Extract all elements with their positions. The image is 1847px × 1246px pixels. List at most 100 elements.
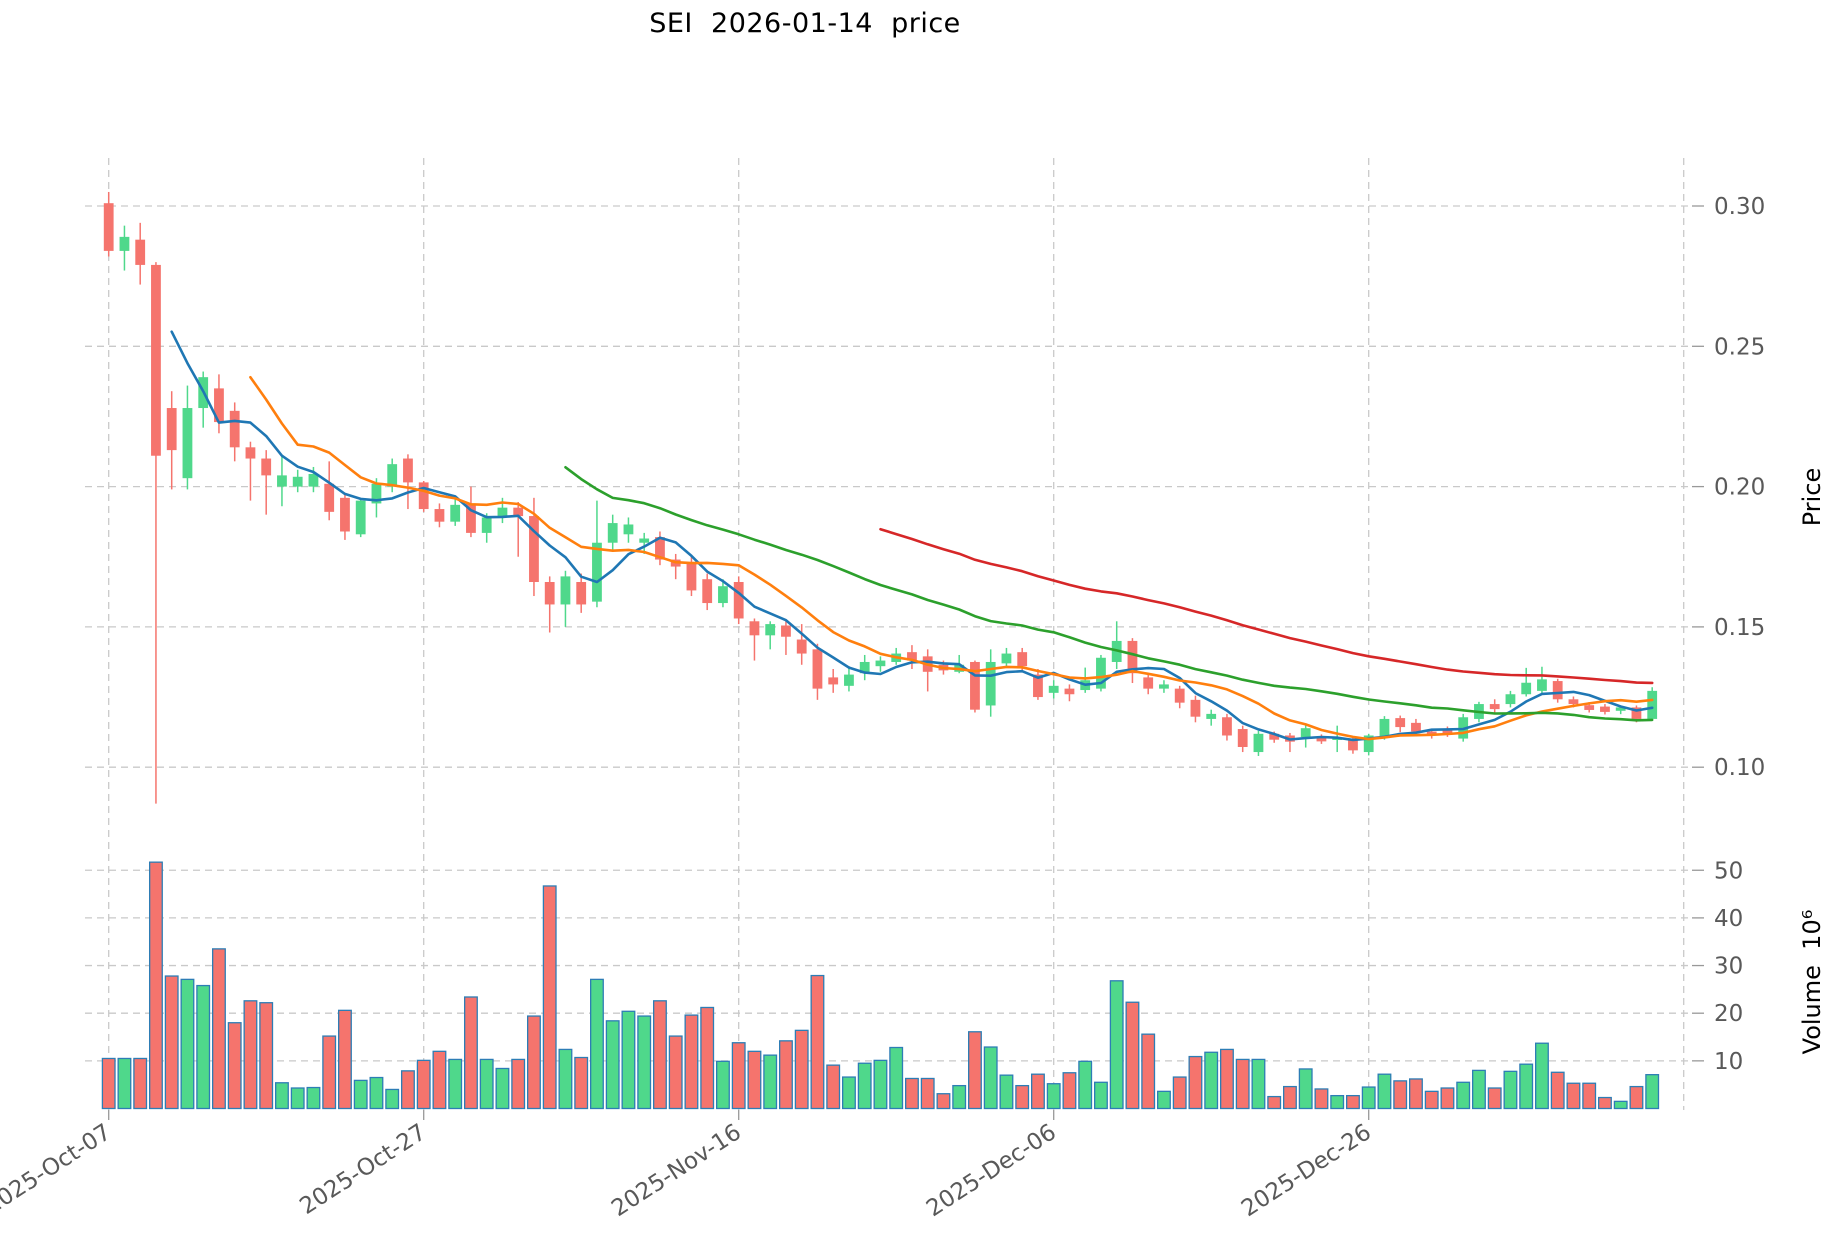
volume-bar bbox=[968, 1031, 982, 1110]
volume-bar bbox=[936, 1093, 951, 1110]
candle-body bbox=[1159, 684, 1169, 689]
candle-body bbox=[1411, 722, 1421, 732]
price-tick-label: 0.10 bbox=[1714, 755, 1765, 781]
candle-body bbox=[1442, 729, 1453, 734]
candle-body bbox=[1348, 738, 1358, 751]
volume-bar bbox=[684, 1014, 699, 1110]
volume-bar bbox=[700, 1006, 715, 1110]
ma-line-sma5 bbox=[170, 330, 1654, 742]
volume-bar bbox=[716, 1060, 730, 1110]
volume-bar bbox=[605, 1020, 620, 1110]
candle-body bbox=[418, 482, 429, 510]
candle-body bbox=[119, 236, 130, 251]
volume-bar bbox=[1283, 1085, 1297, 1110]
volume-bar bbox=[416, 1059, 431, 1110]
volume-bar bbox=[590, 978, 604, 1110]
volume-bar bbox=[1456, 1081, 1471, 1110]
candle-body bbox=[639, 538, 650, 543]
volume-bar bbox=[495, 1067, 510, 1110]
volume-bar bbox=[1503, 1070, 1518, 1110]
volume-bar bbox=[117, 1057, 132, 1110]
volume-bar bbox=[259, 1002, 274, 1110]
candle-body bbox=[292, 476, 303, 487]
candle-body bbox=[151, 264, 161, 456]
candle-body bbox=[340, 497, 350, 532]
candle-body bbox=[1552, 681, 1563, 700]
candle-body bbox=[1537, 679, 1547, 691]
volume-bar bbox=[1188, 1055, 1203, 1110]
price-tick-label: 0.15 bbox=[1714, 615, 1765, 641]
candle-body bbox=[1505, 694, 1516, 705]
candle-body bbox=[544, 582, 555, 605]
candle-body bbox=[1237, 729, 1248, 747]
candle-body bbox=[1363, 735, 1374, 753]
candle-body bbox=[229, 410, 240, 448]
candle-body bbox=[1064, 688, 1075, 695]
volume-bar bbox=[1251, 1058, 1266, 1110]
volume-bar bbox=[763, 1054, 778, 1110]
volume-bar bbox=[527, 1015, 541, 1110]
candle-body bbox=[214, 388, 224, 423]
volume-bar bbox=[668, 1035, 683, 1110]
candle-body bbox=[1379, 718, 1390, 737]
candle-body bbox=[718, 586, 728, 604]
volume-bar bbox=[385, 1088, 400, 1110]
volume-bar bbox=[810, 974, 825, 1110]
volume-bar bbox=[542, 885, 557, 1110]
candle-body bbox=[1269, 733, 1280, 740]
volume-bar bbox=[1346, 1094, 1360, 1110]
volume-bar bbox=[983, 1046, 998, 1110]
volume-bar bbox=[1094, 1081, 1108, 1110]
volume-bar bbox=[1377, 1073, 1392, 1110]
candle-body bbox=[1316, 736, 1327, 742]
gridlines bbox=[85, 158, 1692, 1110]
volume-bar bbox=[1062, 1072, 1077, 1110]
candle-body bbox=[592, 542, 602, 602]
ma-line-sma30 bbox=[564, 465, 1654, 722]
candle-body bbox=[481, 517, 492, 533]
candle-body bbox=[466, 503, 476, 533]
date-tick-label: 2025-Nov-16 bbox=[607, 1119, 746, 1222]
volume-tick-label: 30 bbox=[1714, 954, 1743, 980]
candle-body bbox=[182, 408, 193, 479]
volume-bar bbox=[1141, 1033, 1156, 1110]
volume-bar bbox=[211, 948, 226, 1110]
volume-bar bbox=[731, 1042, 746, 1110]
volume-bar bbox=[1487, 1087, 1502, 1110]
candle-body bbox=[1253, 733, 1264, 753]
ma-line-ema50 bbox=[879, 527, 1654, 685]
volume-bar bbox=[1550, 1071, 1565, 1110]
volume-bar bbox=[1125, 1001, 1140, 1110]
candle-body bbox=[1143, 677, 1154, 689]
volume-bar bbox=[637, 1015, 652, 1110]
volume-bar bbox=[1645, 1074, 1660, 1110]
volume-bar bbox=[920, 1077, 935, 1110]
volume-bar bbox=[1535, 1042, 1549, 1110]
candle-body bbox=[324, 483, 335, 512]
candle-body bbox=[623, 524, 634, 535]
volume-bars bbox=[101, 861, 1660, 1110]
candle-body bbox=[1017, 652, 1028, 667]
ma-line-sma10 bbox=[249, 375, 1654, 741]
x-axis-tick-labels: 2025-Oct-07 2025-Oct-27 2025-Nov-16 2025-De… bbox=[0, 1110, 1376, 1222]
price-tick-label: 0.20 bbox=[1714, 475, 1765, 501]
candle-body bbox=[970, 661, 980, 710]
candle-body bbox=[907, 652, 917, 661]
volume-bar bbox=[952, 1084, 967, 1110]
candle-body bbox=[576, 582, 587, 605]
volume-bar bbox=[290, 1087, 305, 1110]
candle-body bbox=[1568, 699, 1579, 705]
candle-body bbox=[1300, 728, 1311, 738]
y-axis-tick-labels: 0.30 0.25 0.20 0.15 0.10 50 40 30 20 10 bbox=[1692, 194, 1765, 1075]
volume-axis-label: Volume 10⁶ bbox=[1798, 909, 1826, 1055]
volume-bar bbox=[306, 1086, 321, 1110]
candle-body bbox=[355, 500, 366, 535]
candle-body bbox=[166, 408, 177, 451]
volume-bar bbox=[1031, 1073, 1045, 1110]
volume-bar bbox=[558, 1048, 573, 1110]
candle-body bbox=[1222, 717, 1232, 736]
volume-bar bbox=[133, 1057, 148, 1110]
volume-bar bbox=[164, 975, 179, 1110]
volume-tick-label: 50 bbox=[1714, 858, 1743, 884]
candle-body bbox=[1489, 704, 1500, 710]
